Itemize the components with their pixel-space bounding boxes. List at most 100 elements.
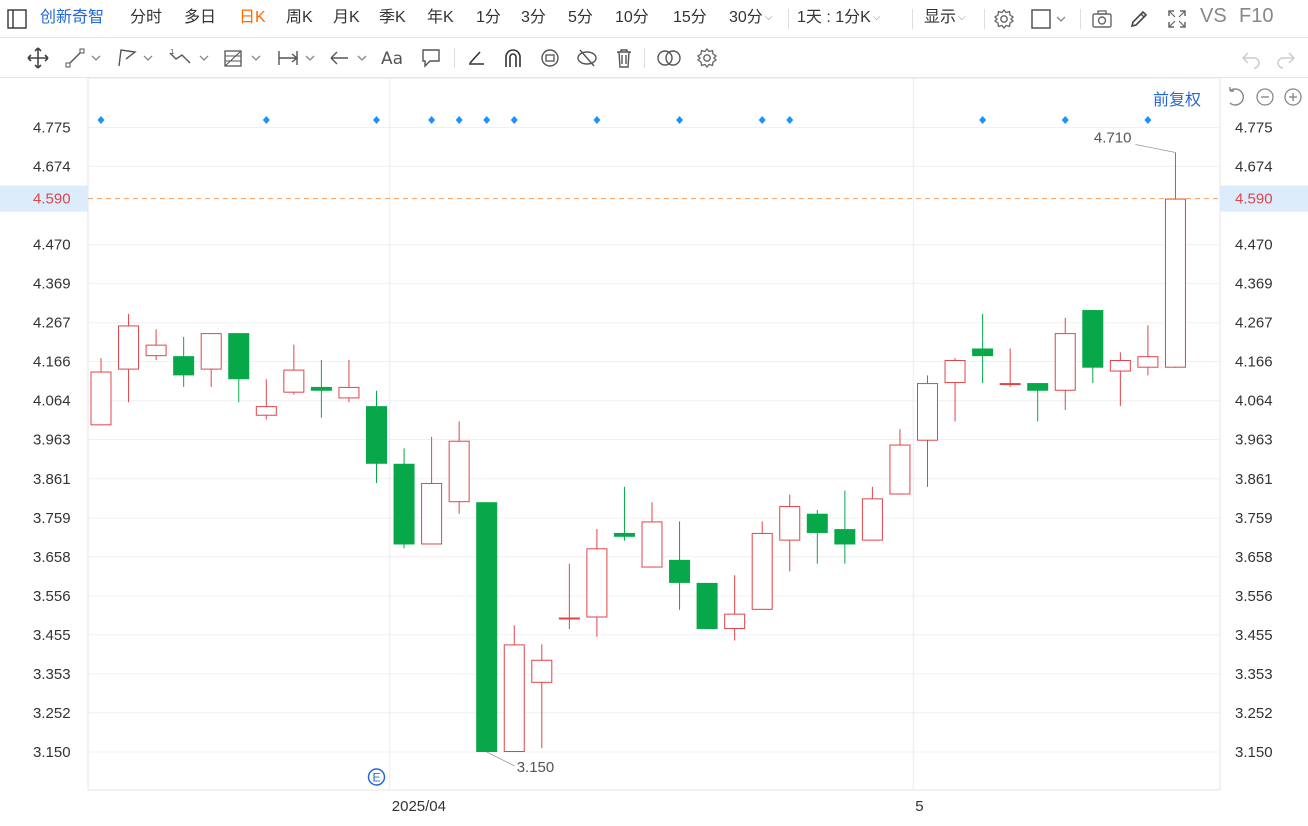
period-tab-2[interactable]: 日K bbox=[239, 9, 266, 26]
event-diamond bbox=[1144, 116, 1152, 124]
candle-body bbox=[558, 617, 580, 620]
zoom-in-icon[interactable] bbox=[1284, 88, 1302, 106]
undo-icon[interactable] bbox=[1240, 47, 1262, 69]
candle-body bbox=[90, 371, 112, 426]
magnet-icon[interactable] bbox=[502, 47, 524, 69]
y-tick-label-right: 3.861 bbox=[1235, 471, 1273, 488]
candle bbox=[1109, 352, 1131, 407]
chart-overlay: 4.710 3.150 E bbox=[88, 116, 1220, 786]
pencil-icon[interactable] bbox=[1128, 8, 1150, 30]
drawing-toolbar: 1 Aa bbox=[0, 38, 1308, 78]
stock-name[interactable]: 创新奇智 bbox=[40, 9, 105, 26]
candle-body bbox=[200, 333, 222, 370]
overlay-icon[interactable] bbox=[656, 47, 682, 69]
candle-body bbox=[641, 521, 663, 568]
display-label: 显示 bbox=[924, 9, 957, 27]
chevron-down-icon: ⌵ bbox=[958, 12, 966, 23]
display-menu[interactable]: 显示 ⌵ bbox=[924, 8, 966, 28]
period-tab-6[interactable]: 年K bbox=[427, 9, 454, 26]
sidebar-toggle-icon[interactable] bbox=[6, 8, 28, 30]
event-diamond bbox=[262, 116, 270, 124]
period-tab-9[interactable]: 5分 bbox=[568, 9, 593, 26]
divider bbox=[644, 48, 645, 68]
annotation-leader bbox=[1135, 144, 1176, 153]
y-tick-label-left: 4.590 bbox=[33, 191, 71, 208]
reset-icon[interactable] bbox=[1229, 87, 1244, 106]
period-tab-5[interactable]: 季K bbox=[379, 9, 406, 26]
candle bbox=[228, 333, 250, 403]
vs-compare-button[interactable]: VS bbox=[1200, 5, 1227, 27]
candle-body bbox=[145, 344, 167, 357]
period-tab-4[interactable]: 月K bbox=[333, 9, 360, 26]
wave-tool-icon[interactable]: 1 bbox=[168, 47, 214, 69]
y-tick-label-right: 3.963 bbox=[1235, 432, 1273, 449]
y-tick-label-right: 3.353 bbox=[1235, 666, 1273, 683]
text-tool-icon[interactable]: Aa bbox=[380, 47, 408, 69]
candlestick-chart[interactable]: 4.775 4.775 4.674 4.674 4.590 4.590 4.470 4.470… bbox=[0, 78, 1308, 826]
x-tick-label: 5 bbox=[915, 798, 923, 815]
range-label: 1天 : 1分K bbox=[797, 9, 871, 27]
period-tab-8[interactable]: 3分 bbox=[521, 9, 546, 26]
trash-icon[interactable] bbox=[614, 47, 634, 69]
fullscreen-icon[interactable] bbox=[1166, 8, 1188, 30]
period-tab-10[interactable]: 10分 bbox=[615, 9, 649, 26]
period-tab-12[interactable]: 30分 ⌵ bbox=[729, 9, 773, 27]
candle bbox=[1137, 325, 1159, 376]
camera-icon[interactable] bbox=[1091, 8, 1113, 30]
candle-body bbox=[751, 532, 773, 610]
candle bbox=[669, 521, 691, 610]
y-tick-label-left: 3.252 bbox=[33, 705, 71, 722]
candle bbox=[173, 336, 195, 387]
range-selector[interactable]: 1天 : 1分K ⌵ bbox=[797, 8, 880, 28]
candle bbox=[1082, 310, 1104, 384]
layout-square-icon[interactable] bbox=[1030, 8, 1070, 30]
adjust-mode-button[interactable]: 前复权 bbox=[1153, 92, 1202, 109]
candle-body bbox=[1137, 356, 1159, 368]
polyline-tool-icon[interactable] bbox=[116, 47, 158, 69]
candle bbox=[476, 502, 498, 752]
gear-icon[interactable] bbox=[993, 8, 1015, 30]
brush-icon[interactable] bbox=[465, 47, 487, 69]
y-tick-label-right: 4.166 bbox=[1235, 354, 1273, 371]
svg-text:1: 1 bbox=[170, 48, 174, 56]
period-tab-0[interactable]: 分时 bbox=[130, 9, 163, 26]
candle-body bbox=[1027, 383, 1049, 391]
candle-body bbox=[448, 440, 470, 503]
move-icon[interactable] bbox=[26, 47, 50, 69]
candle bbox=[448, 421, 470, 514]
candle bbox=[558, 563, 580, 630]
f10-button[interactable]: F10 bbox=[1239, 5, 1274, 27]
y-tick-label-right: 4.590 bbox=[1235, 191, 1273, 208]
candle-body bbox=[917, 383, 938, 441]
event-diamond bbox=[510, 116, 518, 124]
y-tick-label-left: 4.470 bbox=[33, 237, 71, 254]
fib-tool-icon[interactable] bbox=[222, 47, 266, 69]
period-tab-1[interactable]: 多日 bbox=[184, 9, 217, 26]
hide-icon[interactable] bbox=[576, 47, 598, 69]
candle-body bbox=[944, 360, 966, 384]
candle-body bbox=[283, 369, 305, 393]
line-tool-icon[interactable] bbox=[64, 47, 106, 69]
candle-body bbox=[972, 348, 994, 357]
candle bbox=[338, 360, 360, 403]
event-diamond bbox=[676, 116, 684, 124]
candle bbox=[255, 379, 277, 420]
arrow-left-tool-icon[interactable] bbox=[328, 47, 372, 69]
zoom-out-icon[interactable] bbox=[1256, 88, 1274, 106]
measure-tool-icon[interactable] bbox=[276, 47, 320, 69]
event-diamond bbox=[1061, 116, 1069, 124]
divider bbox=[454, 48, 455, 68]
lock-drawing-icon[interactable] bbox=[538, 47, 562, 69]
drawing-settings-icon[interactable] bbox=[696, 47, 718, 69]
redo-icon[interactable] bbox=[1275, 47, 1297, 69]
annotation-label: 3.150 bbox=[517, 759, 555, 776]
y-tick-label-left: 3.861 bbox=[33, 471, 71, 488]
candle-body bbox=[1164, 198, 1186, 368]
y-tick-label-left: 3.556 bbox=[33, 588, 71, 605]
period-tab-11[interactable]: 15分 bbox=[673, 9, 707, 26]
period-tab-7[interactable]: 1分 bbox=[476, 9, 501, 26]
candle bbox=[861, 486, 883, 541]
comment-tool-icon[interactable] bbox=[420, 47, 442, 69]
period-tab-3[interactable]: 周K bbox=[286, 9, 313, 26]
candle bbox=[696, 582, 718, 630]
